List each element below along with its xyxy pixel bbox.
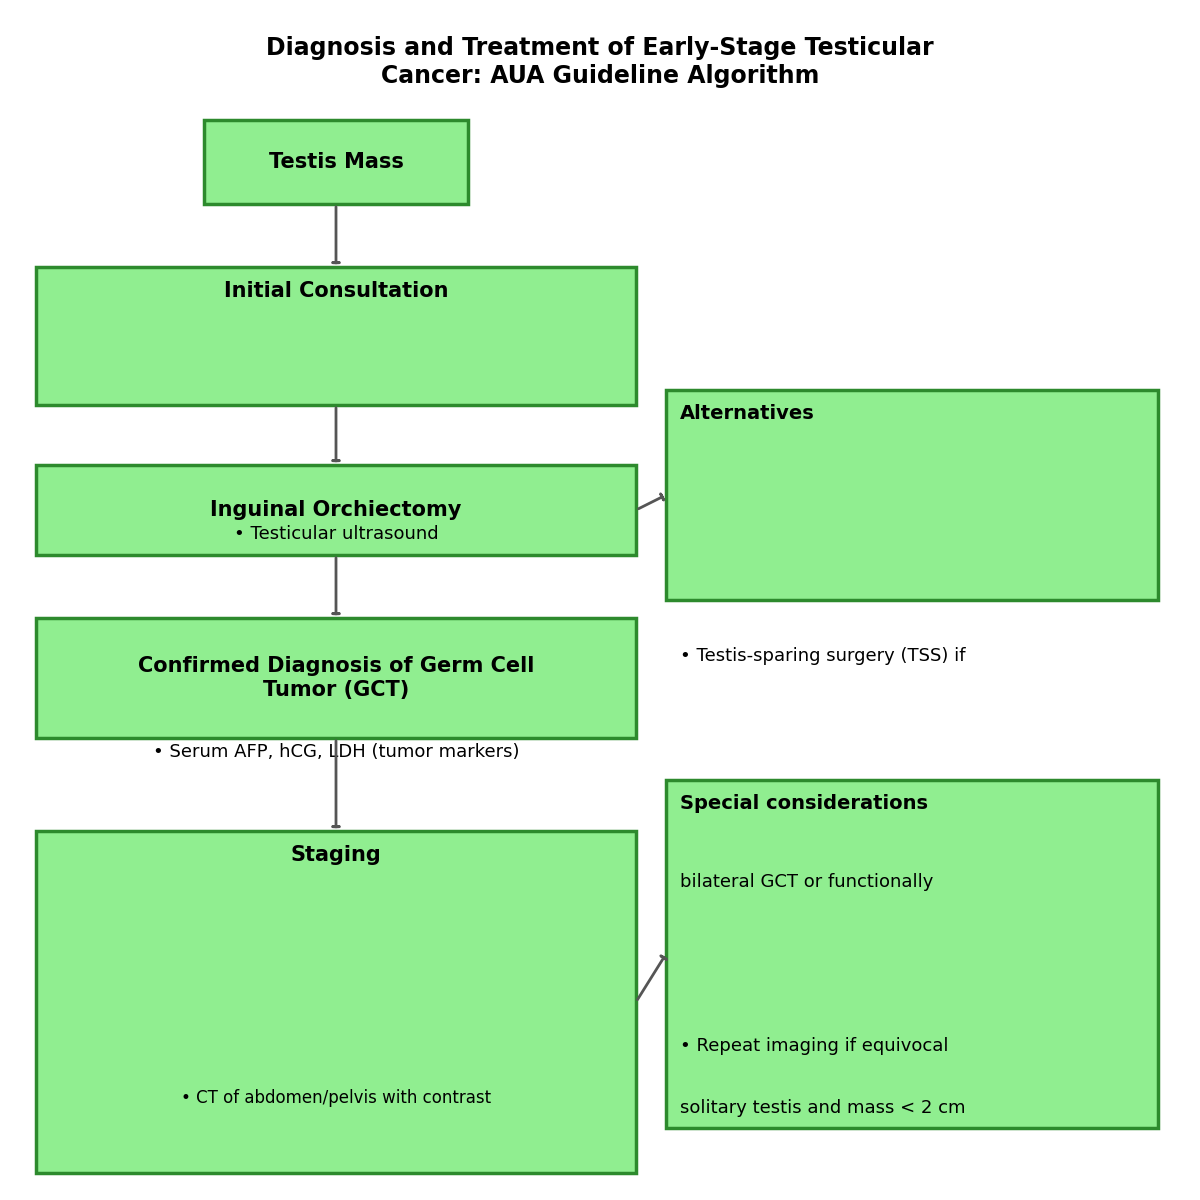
FancyBboxPatch shape [204, 120, 468, 204]
Text: bilateral GCT or functionally: bilateral GCT or functionally [680, 874, 934, 890]
Text: Confirmed Diagnosis of Germ Cell
Tumor (GCT): Confirmed Diagnosis of Germ Cell Tumor (… [138, 656, 534, 700]
Text: Testis Mass: Testis Mass [269, 152, 403, 172]
Text: Staging: Staging [290, 845, 382, 865]
Text: Initial Consultation: Initial Consultation [223, 282, 449, 301]
Text: Diagnosis and Treatment of Early-Stage Testicular
Cancer: AUA Guideline Algorith: Diagnosis and Treatment of Early-Stage T… [266, 36, 934, 88]
FancyBboxPatch shape [36, 830, 636, 1172]
Text: • Testis-sparing surgery (TSS) if: • Testis-sparing surgery (TSS) if [680, 647, 966, 665]
FancyBboxPatch shape [36, 466, 636, 554]
FancyBboxPatch shape [36, 618, 636, 738]
Text: Special considerations: Special considerations [680, 794, 929, 814]
Text: solitary testis and mass < 2 cm: solitary testis and mass < 2 cm [680, 1099, 966, 1117]
Text: • CT of abdomen/pelvis with contrast: • CT of abdomen/pelvis with contrast [181, 1090, 491, 1106]
Text: Alternatives: Alternatives [680, 404, 815, 424]
Text: Inguinal Orchiectomy: Inguinal Orchiectomy [210, 500, 462, 520]
FancyBboxPatch shape [666, 390, 1158, 600]
FancyBboxPatch shape [36, 266, 636, 404]
FancyBboxPatch shape [666, 780, 1158, 1128]
Text: • Serum AFP, hCG, LDH (tumor markers): • Serum AFP, hCG, LDH (tumor markers) [152, 743, 520, 761]
Text: • Repeat imaging if equivocal: • Repeat imaging if equivocal [680, 1037, 949, 1055]
Text: • Testicular ultrasound: • Testicular ultrasound [234, 526, 438, 542]
